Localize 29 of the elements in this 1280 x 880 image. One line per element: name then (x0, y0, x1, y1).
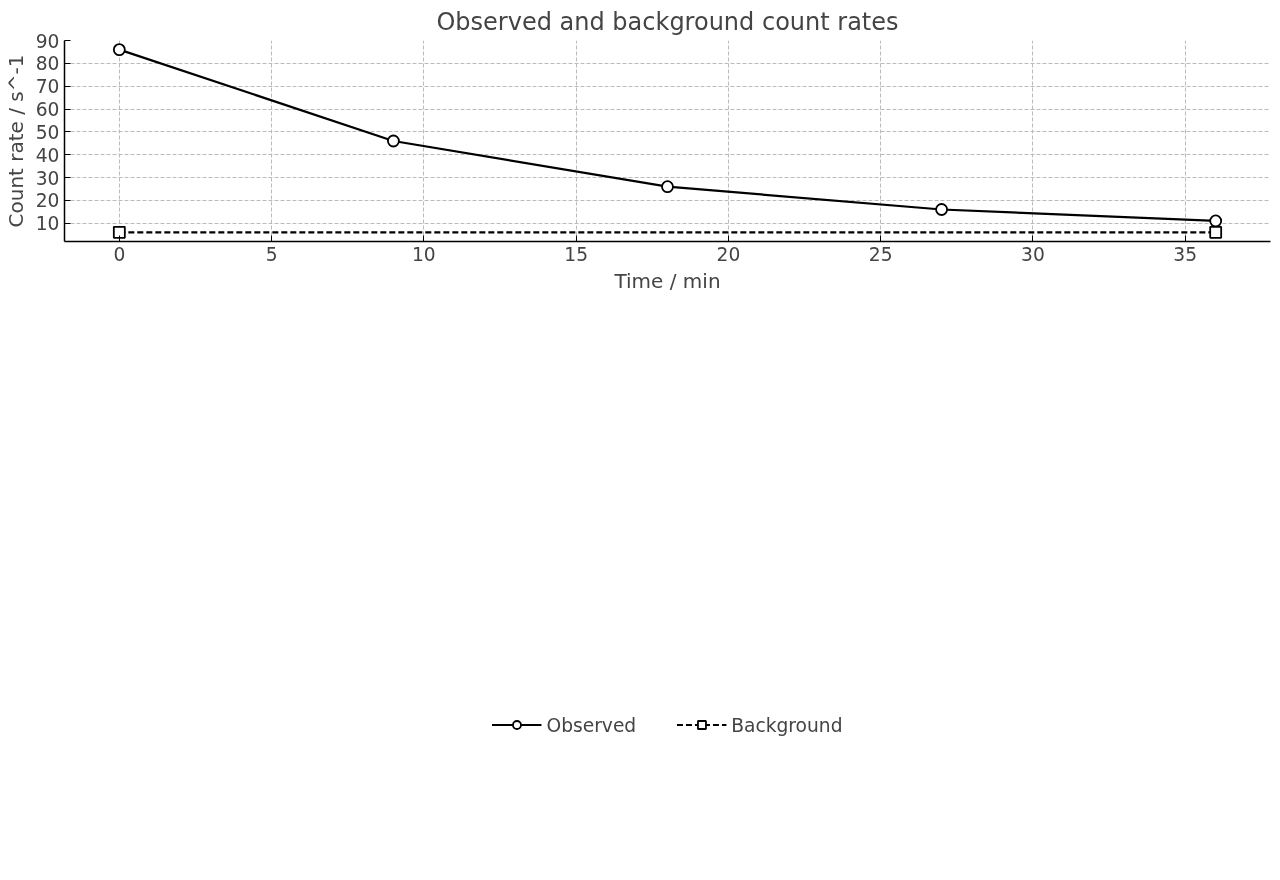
y-tick-label: 70 (35, 76, 60, 98)
x-tick-label: 30 (1021, 243, 1045, 265)
x-tick-label: 15 (564, 243, 589, 265)
y-tick-label: 80 (35, 53, 60, 75)
x-axis-title: Time / min (613, 268, 721, 293)
y-tick-label: 40 (35, 144, 60, 166)
y-tick-label: 90 (35, 30, 60, 52)
y-axis-title: Count rate / s^-1 (3, 54, 28, 228)
x-tick-label: 25 (868, 243, 893, 265)
x-tick-label: 35 (1173, 243, 1198, 265)
x-tick-label: 20 (716, 243, 741, 265)
x-tick-label: 5 (265, 243, 278, 265)
x-tick-label: 10 (411, 243, 436, 265)
chart-title: Observed and background count rates (436, 7, 899, 36)
y-tick-label: 60 (35, 99, 60, 121)
point (112, 43, 126, 57)
point (935, 203, 948, 216)
legend-label: Observed (546, 714, 637, 736)
y-tick-label: 10 (35, 213, 60, 235)
y-tick-label: 50 (35, 121, 60, 143)
point (1209, 225, 1223, 239)
x-tick-label: 0 (113, 243, 126, 265)
point (387, 134, 400, 148)
legend-label: Background (731, 714, 843, 736)
point (1209, 214, 1223, 228)
y-tick-label: 30 (35, 167, 60, 189)
point (112, 225, 126, 239)
point (661, 180, 674, 194)
y-tick-label: 20 (35, 190, 60, 212)
